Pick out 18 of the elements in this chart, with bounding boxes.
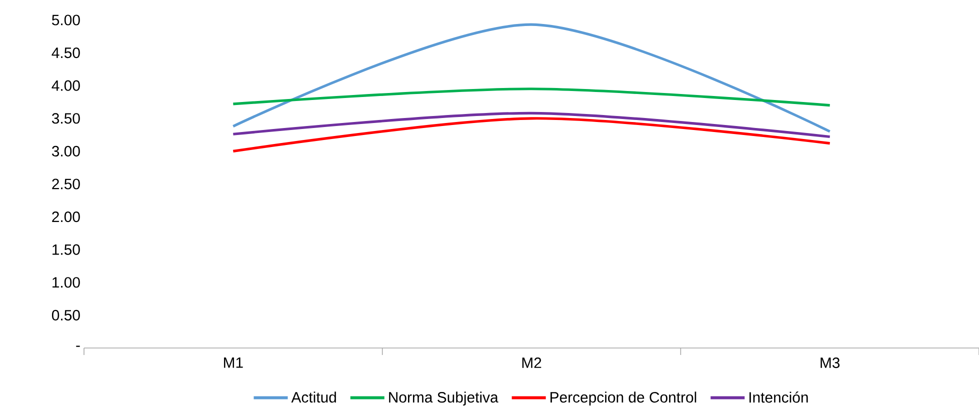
- legend-label: Percepcion de Control: [550, 392, 696, 406]
- y-tick-label: 1.00: [52, 277, 80, 288]
- x-tick-label: M3: [820, 357, 840, 368]
- legend-label: Intención: [749, 392, 808, 403]
- y-tick-label: 4.00: [52, 80, 80, 91]
- y-tick-label: -: [76, 346, 80, 347]
- y-tick-label: 4.50: [52, 48, 80, 58]
- y-tick-label: 0.50: [52, 310, 80, 320]
- x-tick-label: M1: [224, 358, 243, 368]
- y-tick-label: 3.00: [52, 146, 80, 156]
- legend-label: Norma Subjetiva: [389, 392, 498, 406]
- y-tick-label: 2.00: [52, 212, 80, 222]
- y-tick-label: 5.00: [52, 14, 80, 26]
- y-tick-label: 2.50: [52, 178, 80, 190]
- y-tick-label: 1.50: [52, 244, 80, 255]
- legend-label: Actitud: [291, 392, 336, 403]
- x-tick-label: M2: [522, 357, 542, 368]
- y-tick-label: 3.50: [52, 113, 80, 124]
